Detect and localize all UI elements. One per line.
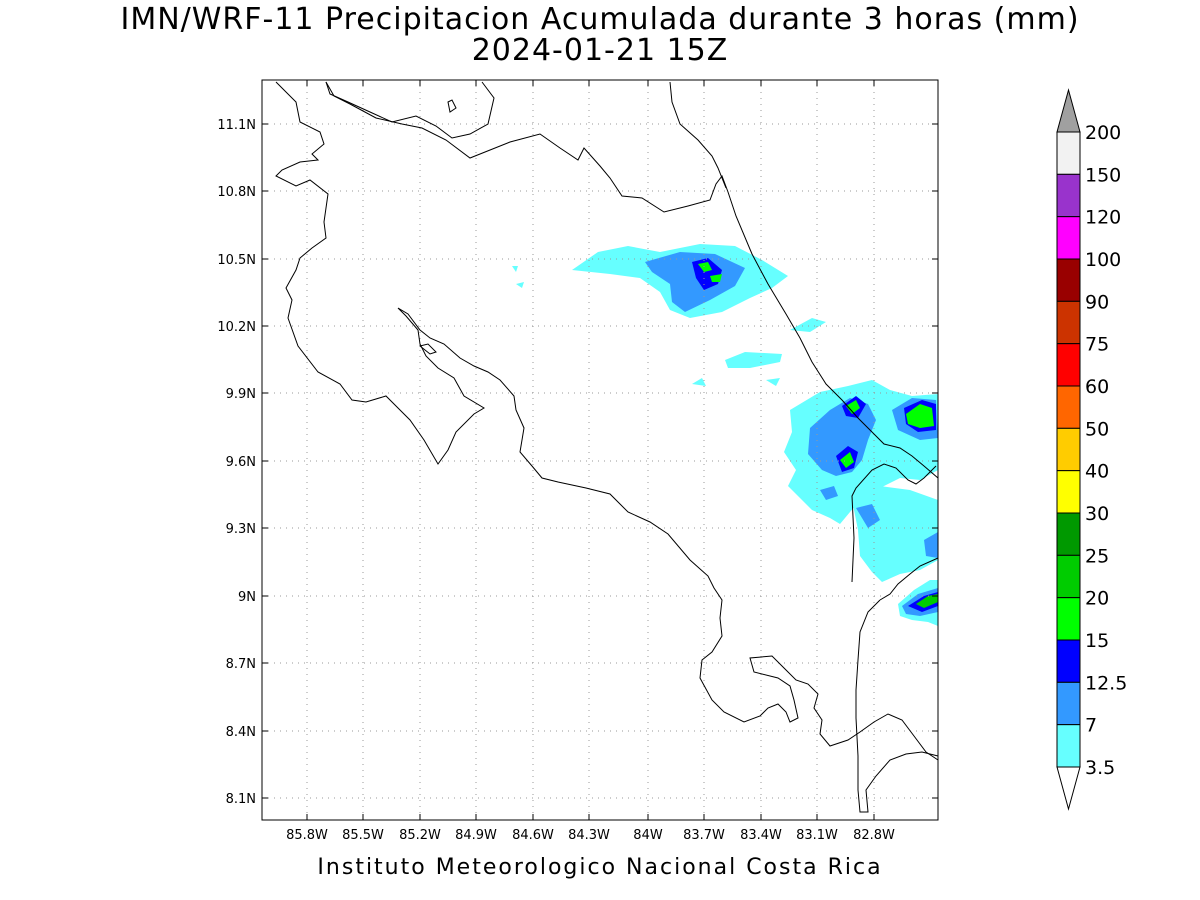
colorbar-under-triangle: [1056, 766, 1081, 811]
colorbar-label: 25: [1085, 545, 1109, 567]
coastlines: [275, 81, 939, 813]
colorbar-segment: [1056, 258, 1081, 302]
colorbar-label: 12.5: [1085, 672, 1127, 694]
lon-tick-label: 83.4W: [740, 828, 782, 843]
colorbar-label: 20: [1085, 588, 1109, 610]
colorbar-segment: [1056, 681, 1081, 726]
precip-cell-3.5: [725, 352, 782, 368]
lake-nicoya: [418, 343, 437, 355]
colorbar-label: 7: [1085, 715, 1097, 737]
lat-tick-label: 8.4N: [226, 725, 256, 740]
colorbar-segment: [1056, 724, 1081, 768]
colorbar-segment: [1056, 173, 1081, 218]
lat-tick-label: 9.6N: [226, 455, 256, 470]
precipitation-field: [512, 244, 938, 626]
lon-tick-label: 84W: [633, 828, 663, 843]
colorbar-segment: [1056, 597, 1081, 641]
colorbar-label: 90: [1085, 291, 1109, 313]
colorbar-label: 120: [1085, 207, 1121, 229]
precip-cell-7: [820, 486, 838, 500]
precip-cell-15: [916, 594, 938, 608]
panama-border: [851, 463, 937, 583]
coastline-border: [275, 81, 939, 761]
colorbar-label: 150: [1085, 164, 1121, 186]
precip-cell-7: [645, 252, 745, 312]
colorbar-label: 3.5: [1085, 757, 1115, 779]
lat-tick-label: 8.1N: [226, 792, 256, 807]
lat-tick-label: 8.7N: [226, 657, 256, 672]
precip-cell-15: [906, 404, 934, 428]
colorbar-label: 75: [1085, 334, 1109, 356]
precip-cell-3.5: [852, 486, 938, 582]
map-axes: 85.8W 85.5W 85.2W 84.9W 84.6W 84.3W 84W 83.7W 83…: [217, 80, 938, 843]
colorbar-segment: [1056, 216, 1081, 260]
map-title: IMN/WRF-11 Precipitacion Acumulada duran…: [120, 2, 1080, 37]
colorbar-over-triangle: [1056, 88, 1081, 133]
lat-tick-label: 9N: [238, 590, 256, 605]
coastline-border-north: [325, 81, 939, 479]
lat-tick-label: 9.3N: [226, 522, 256, 537]
colorbar: 200 150 120 100 90 75 60 50 40 30 25 20 15 12.5 7 3.5: [1056, 88, 1127, 811]
precip-cell-7: [924, 532, 938, 558]
panama-coast-south: [855, 599, 939, 813]
panama-coast-east: [879, 557, 939, 601]
precip-cell-3.5: [900, 562, 912, 572]
lat-tick-label: 10.8N: [217, 185, 256, 200]
precip-cell-15: [840, 452, 854, 468]
colorbar-segment: [1056, 385, 1081, 429]
map-frame: [261, 79, 939, 821]
colorbar-label: 60: [1085, 376, 1109, 398]
lat-tick-label: 10.5N: [217, 253, 256, 268]
lat-tick-label: 11.1N: [217, 118, 256, 133]
precip-cell-7: [808, 398, 876, 476]
lake-island: [447, 99, 457, 113]
colorbar-segment: [1056, 300, 1081, 345]
lon-tick-label: 82.8W: [853, 828, 895, 843]
lat-tick-label: 10.2N: [217, 320, 256, 335]
precip-cell-3.5: [790, 318, 826, 332]
colorbar-segment: [1056, 343, 1081, 387]
map-footer: Instituto Meteorologico Nacional Costa R…: [317, 855, 883, 880]
precip-cell-15: [710, 274, 722, 282]
colorbar-segment: [1056, 554, 1081, 599]
precip-cell-15: [846, 400, 860, 414]
lon-tick-label: 83.1W: [796, 828, 838, 843]
lon-tick-label: 85.2W: [399, 828, 441, 843]
lon-tick-label: 85.8W: [286, 828, 328, 843]
colorbar-label: 30: [1085, 503, 1109, 525]
lon-tick-label: 84.6W: [512, 828, 554, 843]
lon-tick-label: 83.7W: [683, 828, 725, 843]
colorbar-label: 200: [1085, 122, 1121, 144]
lat-tick-label: 9.9N: [226, 387, 256, 402]
precip-cell-7: [856, 504, 880, 528]
colorbar-label: 100: [1085, 249, 1121, 271]
colorbar-segment: [1056, 131, 1081, 175]
lon-tick-label: 84.3W: [568, 828, 610, 843]
colorbar-segment: [1056, 512, 1081, 556]
precip-cell-3.5: [512, 266, 518, 272]
coastline-river: [669, 81, 727, 189]
colorbar-label: 40: [1085, 461, 1109, 483]
colorbar-segment: [1056, 470, 1081, 514]
lon-tick-label: 84.9W: [455, 828, 497, 843]
coastline-caribbean: [325, 81, 495, 139]
colorbar-label: 15: [1085, 630, 1109, 652]
precip-cell-3.5: [766, 378, 780, 386]
precip-cell-15: [698, 262, 712, 272]
map-subtitle: 2024-01-21 15Z: [471, 33, 729, 68]
colorbar-segment: [1056, 639, 1081, 683]
precip-cell-3.5: [692, 378, 706, 386]
lon-tick-label: 85.5W: [342, 828, 384, 843]
colorbar-label: 50: [1085, 418, 1109, 440]
colorbar-segment: [1056, 427, 1081, 472]
precip-cell-3.5: [516, 282, 524, 288]
